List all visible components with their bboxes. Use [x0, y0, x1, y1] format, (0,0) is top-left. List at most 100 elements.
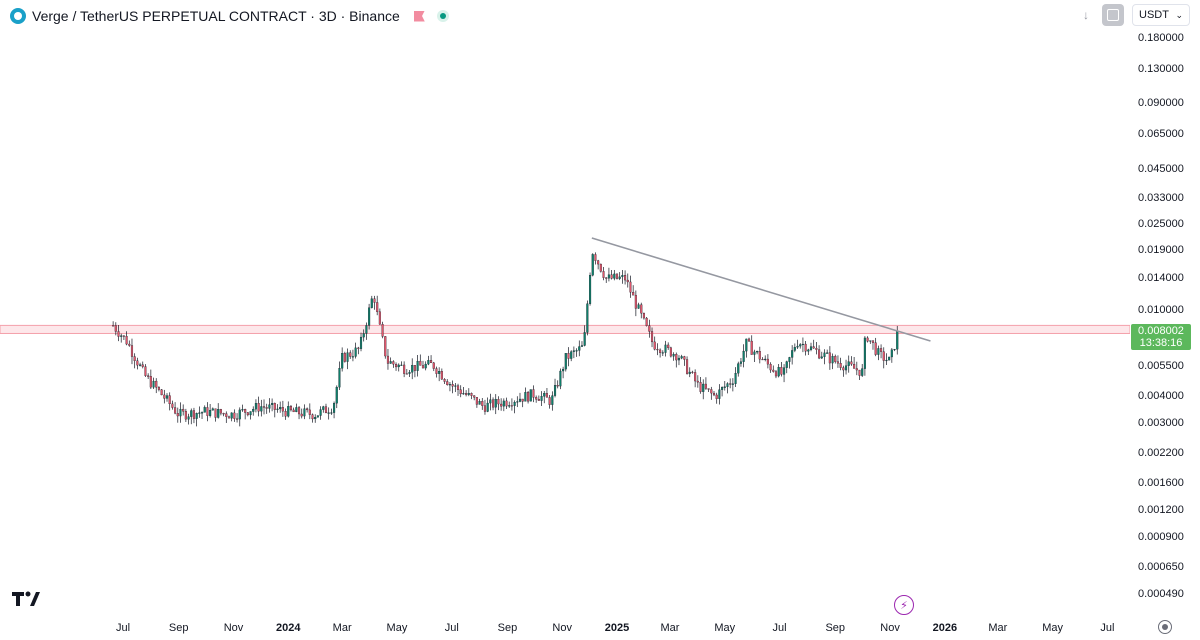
candle-body: [791, 350, 794, 358]
candle-body: [462, 393, 465, 395]
candle-body: [190, 410, 193, 417]
candle-body: [155, 380, 158, 388]
candle-body: [430, 360, 433, 364]
candle-body: [470, 393, 473, 396]
candle-body: [747, 338, 751, 342]
trendline-line: [591, 237, 931, 342]
tradingview-logo-icon[interactable]: [12, 590, 40, 606]
time-axis-label: May: [1042, 622, 1063, 634]
candle-body: [739, 361, 742, 364]
candle-body: [871, 340, 875, 343]
time-axis-label: 2024: [276, 622, 301, 634]
fullscreen-icon[interactable]: [1102, 4, 1124, 26]
candle-body: [184, 411, 187, 420]
price-chart[interactable]: [0, 28, 1130, 610]
arrow-down-icon[interactable]: ↓: [1083, 8, 1089, 22]
candle-body: [672, 354, 675, 357]
candle-body: [341, 353, 344, 369]
candle-body: [225, 413, 228, 417]
candle-body: [451, 384, 454, 387]
candle-body: [788, 357, 791, 362]
candle-body: [615, 273, 619, 279]
candle-body: [424, 363, 427, 369]
candle-body: [297, 407, 301, 415]
candle-body: [535, 397, 538, 400]
symbol-title[interactable]: Verge / TetherUS PERPETUAL CONTRACT · 3D…: [32, 8, 400, 24]
resistance-zone[interactable]: [0, 324, 1130, 334]
candle-body: [497, 398, 500, 405]
time-axis[interactable]: Jul Sep Nov 2024 Mar May Jul Sep Nov 2025 Mar May Ju…: [0, 616, 1130, 640]
candle-body: [152, 380, 155, 388]
candle-body: [844, 365, 848, 371]
candle-body: [392, 361, 395, 365]
candle-body: [774, 371, 778, 377]
candle-body: [610, 274, 613, 279]
last-price-tag: 0.008002 13:38:16: [1131, 324, 1191, 350]
candle-body: [368, 307, 371, 326]
candle-body: [378, 311, 381, 325]
candle-body: [796, 345, 799, 348]
candle-body: [804, 343, 807, 352]
candle-body: [589, 275, 592, 304]
candle-body: [432, 362, 435, 369]
candle-body: [481, 401, 484, 406]
candle-body: [885, 359, 888, 362]
price-axis-label: 0.000490: [1138, 588, 1184, 600]
candle-body: [637, 304, 640, 309]
price-axis-label: 0.002200: [1138, 446, 1184, 459]
candle-body: [405, 373, 408, 375]
candle-body: [268, 404, 271, 409]
candle-body: [192, 410, 196, 419]
candle-body: [362, 333, 365, 338]
price-axis-label: 0.045000: [1138, 162, 1184, 175]
candle-body: [702, 383, 705, 392]
lightning-icon[interactable]: ⚡: [894, 595, 914, 615]
candle-body: [505, 400, 508, 407]
candle-body: [661, 352, 664, 354]
candle-body: [761, 359, 764, 361]
candle-body: [836, 361, 840, 364]
price-axis[interactable]: 0.180000 0.130000 0.090000 0.065000 0.045000…: [1130, 28, 1200, 610]
price-axis-label: 0.000650: [1138, 561, 1184, 574]
candle-body: [338, 368, 341, 388]
candle-body: [322, 406, 325, 410]
candle-body: [354, 347, 357, 357]
candle-body: [853, 363, 856, 369]
currency-select[interactable]: USDT ⌄: [1132, 4, 1190, 26]
time-axis-label: 2025: [604, 622, 630, 634]
flag-icon[interactable]: [413, 10, 425, 22]
trendline[interactable]: [591, 237, 931, 342]
candle-body: [642, 313, 645, 319]
candle-body: [780, 367, 783, 375]
candle-body: [262, 406, 266, 408]
candle-body: [896, 331, 899, 350]
candle-body: [607, 274, 610, 279]
candle-body: [200, 412, 204, 414]
candle-body: [209, 410, 212, 416]
candle-body: [882, 351, 885, 361]
candle-body: [880, 348, 883, 352]
candle-body: [130, 345, 134, 357]
candle-body: [696, 380, 699, 383]
chevron-down-icon: ⌄: [1175, 9, 1183, 20]
candle-body: [753, 351, 756, 355]
candle-body: [677, 357, 681, 361]
candle-body: [473, 395, 476, 398]
candle-body: [621, 275, 624, 278]
symbol-header[interactable]: Verge / TetherUS PERPETUAL CONTRACT · 3D…: [10, 6, 449, 26]
gear-icon[interactable]: [1158, 620, 1172, 634]
time-axis-label: Jul: [115, 622, 131, 634]
candle-body: [645, 317, 648, 326]
candle-body: [686, 359, 689, 374]
candle-body: [357, 347, 360, 349]
candle-body: [572, 350, 575, 352]
time-axis-label: May: [714, 622, 736, 634]
candle-body: [117, 331, 120, 337]
candle-body: [548, 397, 551, 405]
candle-body: [653, 341, 656, 350]
candle-body: [721, 387, 724, 390]
candle-body: [521, 398, 524, 402]
candle-body: [502, 400, 505, 407]
price-axis-label: 0.001600: [1138, 476, 1184, 489]
candle-body: [319, 409, 322, 416]
